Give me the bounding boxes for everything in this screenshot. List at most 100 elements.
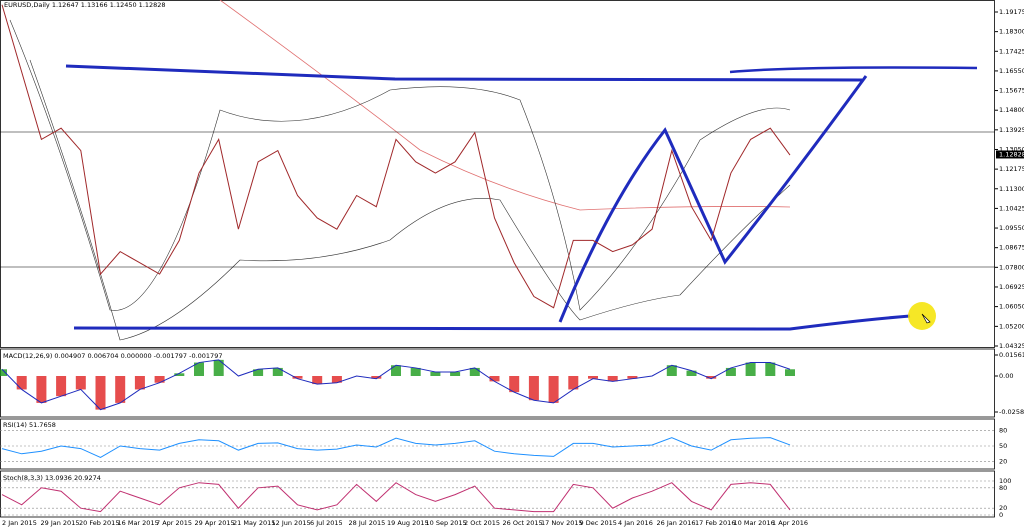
date-label: 20 Feb 2015 xyxy=(79,519,119,527)
date-label: 26 Oct 2015 xyxy=(503,519,543,527)
rsi-axis-label: 50 xyxy=(999,442,1007,450)
price-label: 1.11300 xyxy=(999,185,1024,193)
date-label: 10 Mar 2016 xyxy=(734,519,775,527)
price-label: 1.10425 xyxy=(999,204,1024,212)
macd-bar xyxy=(489,376,500,382)
rsi-line xyxy=(1,437,791,459)
date-label: 17 Feb 2016 xyxy=(695,519,735,527)
macd-bar xyxy=(134,376,145,390)
stoch-axis-label: 0 xyxy=(999,511,1003,519)
macd-bar xyxy=(528,376,539,401)
macd-bar xyxy=(430,371,441,376)
macd-bar xyxy=(450,371,461,376)
resistance-drawing xyxy=(65,64,863,82)
price-label: 1.15675 xyxy=(999,87,1024,95)
macd-bar xyxy=(509,376,520,393)
price-label: 1.18300 xyxy=(999,28,1024,36)
stoch-axis-label: 80 xyxy=(999,484,1007,492)
price-label: 1.07800 xyxy=(999,263,1024,271)
date-label: 6 Jul 2015 xyxy=(310,519,343,527)
price-label: 1.06050 xyxy=(999,303,1024,311)
macd-bar xyxy=(174,373,185,376)
macd-bar xyxy=(627,376,638,379)
macd-bar xyxy=(410,367,421,376)
macd-bar xyxy=(548,376,559,403)
current-price-label: 1.12828 xyxy=(999,150,1024,158)
macd-bar xyxy=(272,367,283,376)
date-label: 19 Aug 2015 xyxy=(387,519,429,527)
stoch-label: Stoch(8,3,3) 13.0936 20.9274 xyxy=(3,474,101,482)
macd-bar xyxy=(213,359,224,376)
date-label: 29 Apr 2015 xyxy=(195,519,235,527)
macd-bar xyxy=(607,376,618,382)
macd-bar xyxy=(115,376,126,403)
price-line xyxy=(1,4,791,309)
macd-axis-label: -0.025875 xyxy=(999,408,1024,416)
stoch-pane xyxy=(0,470,995,518)
macd-bar xyxy=(568,376,579,390)
macd-bar xyxy=(666,365,677,376)
macd-bar xyxy=(391,365,401,376)
date-label: 2 Jan 2015 xyxy=(2,519,37,527)
price-label: 1.14800 xyxy=(999,106,1024,114)
macd-line xyxy=(1,359,791,411)
date-label: 26 Jan 2016 xyxy=(657,519,696,527)
macd-bar xyxy=(16,376,27,390)
pattern-drawing xyxy=(558,75,868,323)
date-label: 4 Jan 2016 xyxy=(618,519,653,527)
macd-bar xyxy=(588,376,598,379)
rsi-axis-label: 80 xyxy=(999,426,1007,434)
price-label: 1.13050 xyxy=(999,145,1024,153)
current-price-box xyxy=(996,150,1024,159)
macd-bar xyxy=(0,369,7,376)
rsi-pane xyxy=(0,418,995,470)
macd-bar xyxy=(154,376,165,383)
cursor-highlight xyxy=(908,302,936,330)
rsi-label: RSI(14) 51.7658 xyxy=(3,421,56,429)
macd-bar xyxy=(745,362,756,376)
price-label: 1.04325 xyxy=(999,342,1024,350)
macd-bar xyxy=(75,376,86,390)
macd-axis-label: 0.015618 xyxy=(999,351,1024,359)
stoch-line xyxy=(1,482,791,513)
date-label: 10 Sep 2015 xyxy=(426,519,467,527)
price-label: 1.19175 xyxy=(999,8,1024,16)
date-label: 2 Oct 2015 xyxy=(464,519,500,527)
macd-bar xyxy=(292,376,303,379)
macd-bar xyxy=(765,362,776,376)
price-label: 1.16550 xyxy=(999,67,1024,75)
main-pane xyxy=(0,0,995,348)
header: EURUSD,Daily 1.12647 1.13166 1.12450 1.1… xyxy=(4,1,166,9)
macd-bar xyxy=(469,367,480,376)
support-drawing xyxy=(73,314,911,331)
macd-bar xyxy=(36,376,47,403)
price-label: 1.13925 xyxy=(999,126,1024,134)
price-label: 1.08675 xyxy=(999,244,1024,252)
date-label: 16 Mar 2015 xyxy=(118,519,159,527)
date-label: 9 Dec 2015 xyxy=(580,519,617,527)
macd-bar xyxy=(56,376,67,397)
price-label: 1.12175 xyxy=(999,165,1024,173)
date-label: 29 Jan 2015 xyxy=(41,519,80,527)
macd-bar xyxy=(371,376,382,379)
date-label: 28 Jul 2015 xyxy=(349,519,386,527)
macd-bar xyxy=(706,376,717,379)
price-label: 1.17425 xyxy=(999,47,1024,55)
macd-axis-label: 0.00 xyxy=(999,372,1013,380)
moving-average xyxy=(219,0,791,211)
date-label: 17 Nov 2015 xyxy=(541,519,583,527)
price-label: 1.06925 xyxy=(999,283,1024,291)
date-label: 1 Apr 2016 xyxy=(772,519,808,527)
stoch-axis-label: 20 xyxy=(999,504,1007,512)
stoch-axis-label: 100 xyxy=(999,477,1011,485)
price-label: 1.09550 xyxy=(999,224,1024,232)
price-label: 1.05200 xyxy=(999,322,1024,330)
macd-bar xyxy=(95,376,106,410)
drawing xyxy=(729,66,978,74)
macd-label: MACD(12,26,9) 0.004907 0.006704 0.000000… xyxy=(3,352,222,360)
bollinger-upper xyxy=(9,19,791,311)
macd-bar xyxy=(194,362,204,376)
date-label: 12 Jun 2015 xyxy=(272,519,311,527)
macd-bar xyxy=(253,369,264,376)
rsi-axis-label: 20 xyxy=(999,458,1007,466)
